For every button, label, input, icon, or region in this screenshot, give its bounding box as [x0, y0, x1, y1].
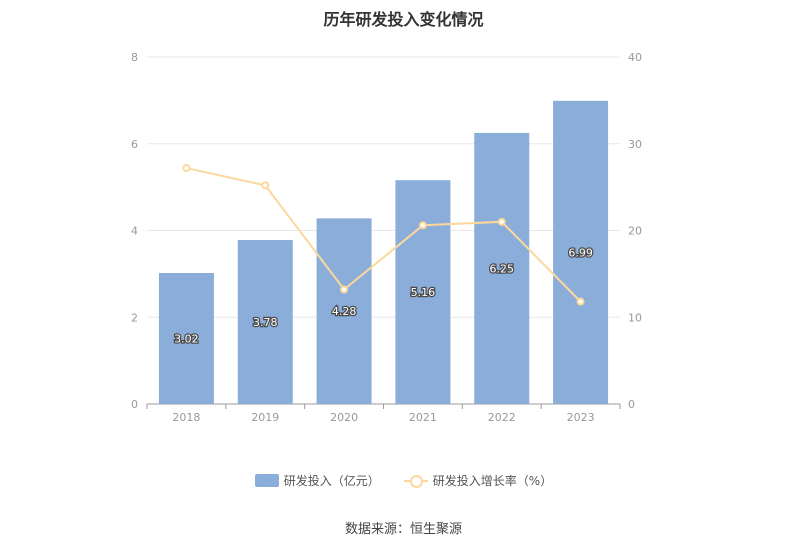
legend-bar-label: 研发投入（亿元） — [283, 474, 380, 488]
bar-data-label: 6.99 — [568, 246, 593, 259]
legend-item-bar[interactable]: 研发投入（亿元） — [254, 472, 380, 489]
y-left-tick-label: 6 — [131, 138, 138, 151]
bar — [237, 240, 293, 404]
growth-rate-point — [497, 217, 506, 226]
y-right-tick-label: 20 — [628, 225, 642, 238]
bar-data-label: 6.25 — [490, 262, 515, 275]
y-right-tick-label: 40 — [628, 51, 642, 64]
legend-bar-swatch — [254, 474, 279, 487]
growth-rate-point — [340, 285, 349, 294]
growth-rate-point — [576, 297, 585, 306]
x-tick-label: 2022 — [488, 411, 516, 424]
x-tick-label: 2021 — [409, 411, 437, 424]
bar — [553, 100, 609, 404]
y-left-tick-label: 2 — [131, 311, 138, 324]
chart-canvas: 0 2 4 6 8 0 10 20 30 40 2018 2019 2020 2021 2022 2023 3.… — [131, 51, 642, 424]
bar-data-label: 5.16 — [411, 286, 436, 299]
bar-data-label: 4.28 — [332, 305, 357, 318]
y-right-tick-label: 10 — [628, 311, 642, 324]
bar-data-label: 3.78 — [253, 316, 278, 329]
x-tick-label: 2020 — [330, 411, 358, 424]
growth-rate-point — [182, 164, 191, 173]
legend-item-line[interactable]: 研发投入增长率（%） — [403, 472, 553, 489]
y-right-tick-label: 30 — [628, 138, 642, 151]
y-left-tick-label: 0 — [131, 398, 138, 411]
data-source-note: 数据来源：恒生聚源 — [344, 522, 462, 537]
y-right-tick-label: 0 — [628, 398, 635, 411]
growth-rate-point — [261, 181, 270, 190]
bar — [474, 132, 530, 404]
chart-title: 历年研发投入变化情况 — [323, 10, 484, 29]
y-left-tick-label: 4 — [131, 225, 138, 238]
bar — [316, 218, 372, 404]
legend-line-label: 研发投入增长率（%） — [432, 474, 553, 488]
chart-legend: 研发投入（亿元） 研发投入增长率（%） — [0, 472, 807, 489]
x-tick-label: 2018 — [172, 411, 200, 424]
growth-rate-point — [418, 221, 427, 230]
bar-data-label: 3.02 — [174, 333, 199, 346]
legend-line-swatch — [403, 474, 428, 488]
growth-rate-line — [186, 167, 582, 303]
bar — [158, 273, 214, 404]
bar — [395, 180, 451, 404]
x-tick-label: 2023 — [567, 411, 595, 424]
y-left-tick-label: 8 — [131, 51, 138, 64]
x-tick-label: 2019 — [251, 411, 279, 424]
